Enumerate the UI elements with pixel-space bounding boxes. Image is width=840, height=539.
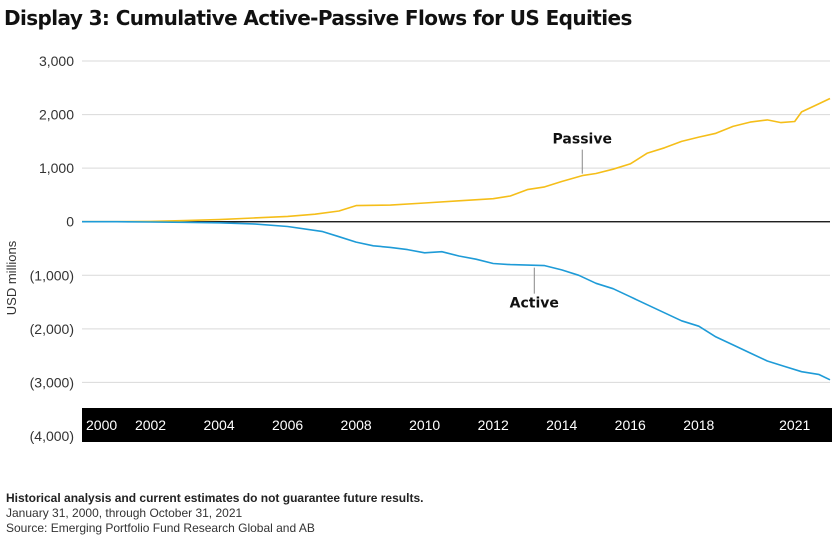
y-tick-label: 2,000 [39, 107, 74, 123]
y-tick-label: (2,000) [30, 321, 74, 337]
x-tick-labels: 2000 2002 2004 2006 2008 2010 2012 2014 2016 2018… [86, 417, 810, 433]
y-tick-label: 1,000 [39, 160, 74, 176]
annotation-label: Active [510, 296, 559, 312]
x-tick-label: 2021 [779, 417, 810, 433]
x-tick-label: 2012 [478, 417, 509, 433]
y-tick-label: 0 [66, 214, 74, 230]
x-tick-label: 2014 [546, 417, 577, 433]
series-annotations: Passive Active [510, 132, 612, 312]
x-tick-label: 2006 [272, 417, 303, 433]
x-tick-label: 2008 [341, 417, 372, 433]
period-text: January 31, 2000, through October 31, 20… [6, 506, 243, 520]
disclaimer-text: Historical analysis and current estimate… [6, 491, 424, 505]
x-tick-label: 2000 [86, 417, 117, 433]
x-tick-label: 2018 [683, 417, 714, 433]
chart-title: Display 3: Cumulative Active-Passive Flo… [4, 6, 632, 30]
annotation-label: Passive [553, 132, 612, 148]
y-axis-label: USD millions [4, 240, 19, 316]
source-text: Source: Emerging Portfolio Fund Research… [6, 521, 315, 535]
gridlines [82, 60, 830, 383]
y-tick-label: (1,000) [30, 267, 74, 283]
y-tick-label: (4,000) [30, 428, 74, 444]
x-axis-band [82, 408, 832, 442]
y-tick-labels: 3,000 2,000 1,000 0 (1,000) (2,000) (3,000) (4,… [30, 53, 75, 444]
x-tick-label: 2004 [203, 417, 234, 433]
series-lines [82, 97, 831, 381]
x-tick-label: 2002 [135, 417, 166, 433]
x-tick-label: 2010 [409, 417, 440, 433]
series-line-active [82, 220, 831, 381]
y-tick-label: (3,000) [30, 374, 74, 390]
y-tick-label: 3,000 [39, 53, 74, 69]
x-tick-label: 2016 [615, 417, 646, 433]
footer: Historical analysis and current estimate… [6, 491, 423, 536]
series-line-passive [82, 97, 831, 223]
line-chart: 3,000 2,000 1,000 0 (1,000) (2,000) (3,000) (4,… [30, 53, 832, 444]
